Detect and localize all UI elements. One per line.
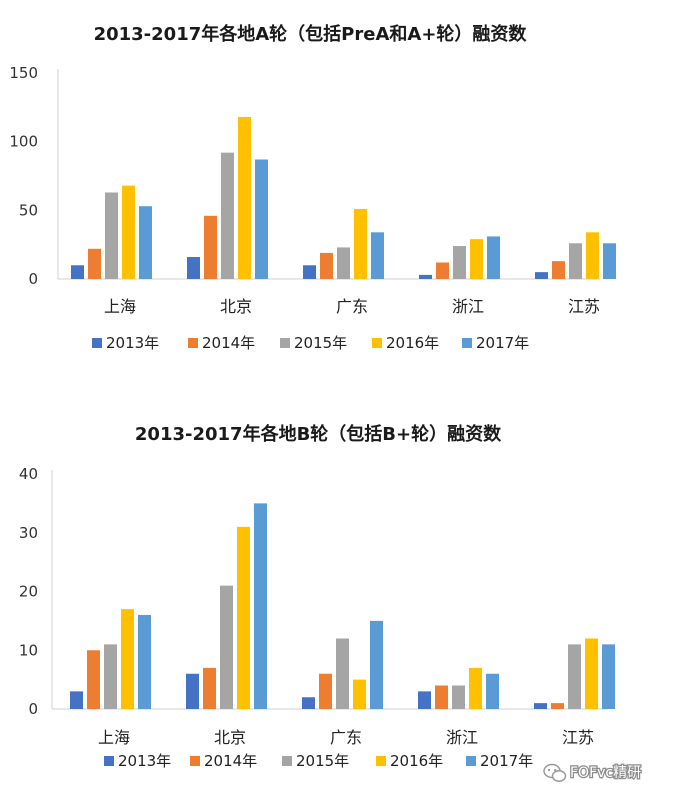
legend-label: 2013年 [106, 334, 159, 352]
legend-label: 2014年 [204, 752, 257, 770]
y-tick-label: 40 [19, 465, 38, 483]
category-label: 江苏 [562, 728, 594, 747]
bar-2013年-北京 [186, 673, 199, 709]
bar-2014年-浙江 [435, 685, 448, 709]
bar-2014年-江苏 [552, 261, 565, 279]
bar-2016年-上海 [121, 609, 134, 709]
legend-swatch [466, 756, 476, 766]
bar-2017年-浙江 [487, 236, 500, 279]
legend-swatch [104, 756, 114, 766]
legend-label: 2013年 [118, 752, 171, 770]
y-tick-label: 20 [19, 583, 38, 601]
bar-2014年-广东 [320, 252, 333, 279]
bar-2015年-浙江 [452, 685, 465, 709]
bar-2016年-浙江 [469, 667, 482, 709]
bar-2015年-江苏 [569, 243, 582, 279]
category-label: 上海 [98, 728, 130, 747]
chart-title: 2013-2017年各地B轮（包括B+轮）融资数 [135, 423, 502, 445]
bar-2017年-江苏 [602, 644, 615, 709]
chart-title: 2013-2017年各地A轮（包括PreA和A+轮）融资数 [94, 23, 528, 45]
legend-swatch [188, 338, 198, 348]
bar-2015年-广东 [336, 638, 349, 709]
bar-2015年-北京 [221, 152, 234, 279]
category-label: 浙江 [446, 728, 478, 747]
bar-2017年-广东 [371, 232, 384, 279]
bar-2013年-浙江 [419, 274, 432, 279]
legend-swatch [376, 756, 386, 766]
bar-2015年-江苏 [568, 644, 581, 709]
category-label: 北京 [214, 728, 246, 747]
bar-2013年-江苏 [534, 703, 547, 709]
bar-2016年-江苏 [585, 638, 598, 709]
legend-swatch [190, 756, 200, 766]
bar-2016年-北京 [237, 526, 250, 709]
bar-2014年-上海 [87, 650, 100, 709]
y-tick-label: 30 [19, 524, 38, 542]
bar-2013年-广东 [302, 697, 315, 709]
bar-2015年-北京 [220, 585, 233, 709]
bar-2017年-北京 [255, 159, 268, 279]
bar-2014年-广东 [319, 673, 332, 709]
legend-label: 2015年 [294, 334, 347, 352]
category-label: 广东 [336, 297, 368, 316]
bar-2016年-浙江 [470, 239, 483, 279]
bar-2013年-浙江 [418, 691, 431, 709]
bar-2017年-浙江 [486, 673, 499, 709]
bar-2015年-广东 [337, 247, 350, 279]
category-label: 浙江 [452, 297, 484, 316]
bar-2014年-北京 [204, 215, 217, 279]
y-tick-label: 100 [9, 133, 38, 151]
legend-label: 2014年 [202, 334, 255, 352]
bar-2017年-北京 [254, 503, 267, 709]
legend-swatch [462, 338, 472, 348]
bar-2015年-浙江 [453, 246, 466, 279]
bar-2013年-上海 [70, 691, 83, 709]
category-label: 广东 [330, 728, 362, 747]
legend-label: 2016年 [390, 752, 443, 770]
bar-2017年-上海 [138, 615, 151, 709]
bar-2016年-江苏 [586, 232, 599, 279]
y-tick-label: 10 [19, 641, 38, 659]
bar-2014年-江苏 [551, 703, 564, 709]
bar-2013年-江苏 [535, 272, 548, 279]
watermark: FOFvc精研 [543, 763, 642, 782]
wechat-icon [543, 763, 567, 782]
bar-2015年-上海 [105, 192, 118, 279]
legend-swatch [92, 338, 102, 348]
bar-2016年-广东 [353, 679, 366, 709]
legend-label: 2015年 [296, 752, 349, 770]
bar-2013年-北京 [187, 257, 200, 279]
bar-2016年-北京 [238, 116, 251, 280]
bar-2015年-上海 [104, 644, 117, 709]
y-tick-label: 0 [28, 270, 38, 288]
legend-label: 2017年 [480, 752, 533, 770]
bar-2017年-广东 [370, 620, 383, 709]
watermark-text: FOFvc精研 [570, 765, 641, 781]
bar-2016年-上海 [122, 185, 135, 279]
bar-2014年-北京 [203, 667, 216, 709]
bar-2014年-上海 [88, 248, 101, 279]
legend-label: 2017年 [476, 334, 529, 352]
bar-2013年-上海 [71, 265, 84, 279]
legend-swatch [280, 338, 290, 348]
bar-2014年-浙江 [436, 262, 449, 279]
legend-swatch [372, 338, 382, 348]
y-tick-label: 150 [9, 64, 38, 82]
chart-b-round: 2013-2017年各地B轮（包括B+轮）融资数 0 10 20 30 40 上海 北京 广东 浙… [19, 423, 615, 770]
bar-2016年-广东 [354, 208, 367, 279]
bar-2013年-广东 [303, 265, 316, 279]
category-label: 上海 [104, 297, 136, 316]
chart-a-round: 2013-2017年各地A轮（包括PreA和A+轮）融资数 0 50 100 150 上海… [9, 23, 616, 352]
category-label: 北京 [220, 297, 252, 316]
y-tick-label: 0 [28, 700, 38, 718]
bar-2017年-上海 [139, 206, 152, 279]
legend-label: 2016年 [386, 334, 439, 352]
category-label: 江苏 [568, 297, 600, 316]
bar-2017年-江苏 [603, 243, 616, 279]
legend-swatch [282, 756, 292, 766]
y-tick-label: 50 [19, 201, 38, 219]
